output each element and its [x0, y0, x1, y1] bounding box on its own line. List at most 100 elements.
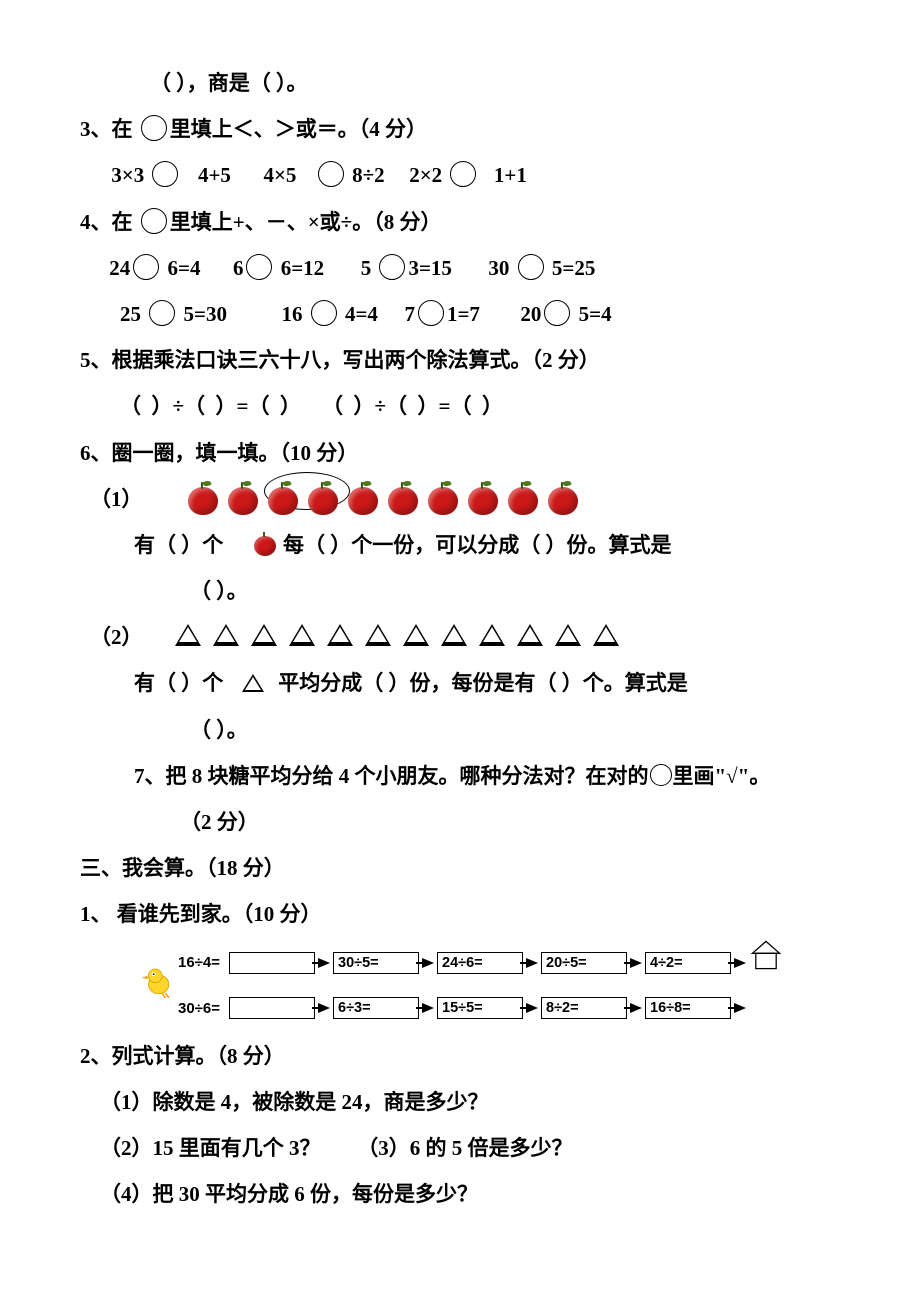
q6-p1-text: 有（ ）个 每（ ）个一份，可以分成（ ）份。算式是	[80, 522, 840, 568]
apple-icon	[468, 487, 498, 515]
apple-icon	[188, 487, 218, 515]
c2-i1: （1）除数是 4，被除数是 24，商是多少？	[80, 1079, 840, 1125]
q7-pts: （2 分）	[80, 799, 840, 845]
q6-p1-icons: （1）	[80, 476, 840, 522]
q6-p2-text: 有（ ）个 平均分成（ ）份，每份是有（ ）个。算式是	[80, 660, 840, 706]
circle-icon[interactable]	[311, 300, 337, 326]
triangle-icon	[403, 624, 429, 646]
t: 5=25	[552, 256, 595, 280]
q4-title: 4、在 里填上+、－、×或÷。（8 分）	[80, 199, 840, 245]
triangle-icon	[242, 674, 264, 692]
t: 6	[233, 256, 244, 280]
arrow-icon	[318, 958, 330, 968]
triangle-icon	[213, 624, 239, 646]
t: 6=4	[168, 256, 201, 280]
arrow-icon	[422, 1003, 434, 1013]
triangle-icon	[251, 624, 277, 646]
circle-icon[interactable]	[318, 161, 344, 187]
q4-row1: 24 6=4 6 6=12 5 3=15 30 5=25	[80, 245, 840, 291]
chain-row-b: 30÷6= 6÷3= 15÷5= 8÷2= 16÷8=	[178, 992, 840, 1025]
t: 1=7	[447, 302, 480, 326]
bird-icon	[140, 964, 174, 998]
circle-icon[interactable]	[246, 254, 272, 280]
t: 25	[120, 302, 141, 326]
q3-e1b: 4+5	[198, 163, 231, 187]
circle-icon[interactable]	[379, 254, 405, 280]
arrow-icon	[630, 958, 642, 968]
answer-box[interactable]: 20÷5=	[541, 952, 627, 974]
circle-icon[interactable]	[650, 764, 672, 786]
t: 5=4	[579, 302, 612, 326]
q3-e2a: 4×5	[263, 163, 296, 187]
circle-icon	[141, 115, 167, 141]
q3-e3b: 1+1	[494, 163, 527, 187]
q5-expr: （ ）÷（ ）=（ ） （ ）÷（ ）=（ ）	[80, 383, 840, 429]
t: 4=4	[345, 302, 378, 326]
apple-icon	[254, 536, 276, 556]
chain-row-a: 16÷4= 30÷5= 24÷6= 20÷5= 4÷2=	[178, 938, 840, 988]
answer-box[interactable]	[229, 997, 315, 1019]
triangle-icon	[365, 624, 391, 646]
t: 7	[404, 302, 415, 326]
q7: 7、把 8 块糖平均分给 4 个小朋友。哪种分法对？在对的里画"√"。	[80, 753, 840, 799]
answer-box[interactable]: 8÷2=	[541, 997, 627, 1019]
t: 5	[361, 256, 372, 280]
t: 5=30	[184, 302, 227, 326]
arrow-icon	[422, 958, 434, 968]
q3-e3a: 2×2	[409, 163, 442, 187]
circle-icon[interactable]	[418, 300, 444, 326]
circle-icon[interactable]	[518, 254, 544, 280]
t: 30	[488, 256, 509, 280]
circle-icon[interactable]	[152, 161, 178, 187]
q4-title-a: 4、在	[80, 210, 133, 234]
answer-box[interactable]: 6÷3=	[333, 997, 419, 1019]
circle-icon[interactable]	[450, 161, 476, 187]
q6-p2-icons: （2）	[80, 614, 840, 660]
t: 每（ ）个一份，可以分成（ ）份。算式是	[283, 533, 672, 557]
circle-icon[interactable]	[544, 300, 570, 326]
q3-title-a: 3、在	[80, 117, 133, 141]
cl: 30÷6=	[178, 992, 226, 1025]
circle-icon[interactable]	[149, 300, 175, 326]
cl: 16÷4=	[178, 946, 226, 979]
q2-tail: （ ），商是（ ）。	[80, 60, 840, 106]
q7-b: 里画"√"。	[673, 764, 771, 788]
q3-e1a: 3×3	[111, 163, 144, 187]
answer-box[interactable]: 15÷5=	[437, 997, 523, 1019]
q5-title: 5、根据乘法口诀三六十八，写出两个除法算式。（2 分）	[80, 337, 840, 383]
answer-box[interactable]	[229, 952, 315, 974]
q6-p1-blank: （ ）。	[80, 568, 840, 614]
answer-box[interactable]: 16÷8=	[645, 997, 731, 1019]
answer-box[interactable]: 4÷2=	[645, 952, 731, 974]
circle-icon	[141, 208, 167, 234]
triangle-icon	[175, 624, 201, 646]
chain-diagram: 16÷4= 30÷5= 24÷6= 20÷5= 4÷2= 30÷6= 6÷3= …	[140, 938, 840, 1025]
apple-icon	[348, 487, 378, 515]
answer-box[interactable]: 24÷6=	[437, 952, 523, 974]
apple-icon	[548, 487, 578, 515]
q4-title-b: 填上+、－、×或÷。（8 分）	[191, 210, 442, 234]
t: 16	[281, 302, 302, 326]
t: 24	[109, 256, 130, 280]
q3-e2b: 8÷2	[352, 163, 385, 187]
answer-box[interactable]: 30÷5=	[333, 952, 419, 974]
t: 平均分成（ ）份，每份是有（ ）个。算式是	[278, 671, 688, 695]
apple-icon	[268, 487, 298, 515]
triangle-icon	[289, 624, 315, 646]
circle-icon[interactable]	[133, 254, 159, 280]
triangle-icon	[441, 624, 467, 646]
arrow-icon	[526, 1003, 538, 1013]
arrow-icon	[318, 1003, 330, 1013]
q6-p1-label: （1）	[90, 487, 143, 511]
apple-icon	[508, 487, 538, 515]
apple-icon	[228, 487, 258, 515]
section3: 三、我会算。（18 分）	[80, 845, 840, 891]
t: 有（ ）个	[134, 671, 223, 695]
triangle-icon	[517, 624, 543, 646]
q6-p2-blank: （ ）。	[80, 707, 840, 753]
q7-a: 7、把 8 块糖平均分给 4 个小朋友。哪种分法对？在对的	[134, 764, 649, 788]
apple-icon	[388, 487, 418, 515]
triangle-icon	[327, 624, 353, 646]
q6-p2-label: （2）	[90, 625, 143, 649]
q3-expr: 3×3 4+5 4×5 8÷2 2×2 1+1	[80, 152, 840, 198]
